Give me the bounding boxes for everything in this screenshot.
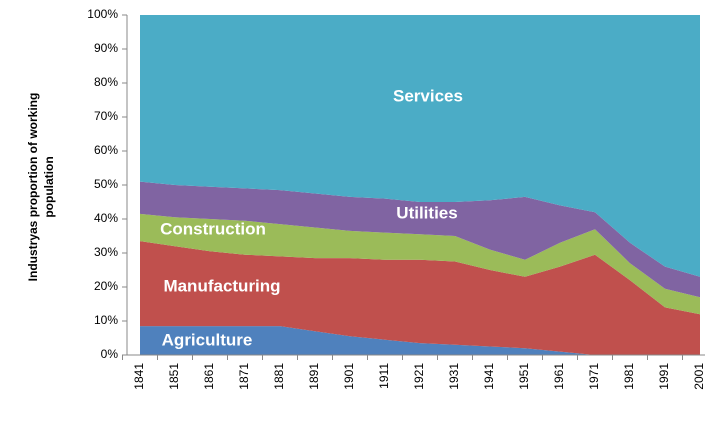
series-label: Services (393, 86, 463, 105)
x-tick-label: 1881 (272, 363, 286, 390)
x-tick-label: 1991 (657, 363, 671, 390)
y-tick-label: 30% (94, 245, 118, 259)
x-tick-label: 1931 (447, 363, 461, 390)
series-label: Utilities (396, 203, 457, 222)
y-tick-label: 90% (94, 41, 118, 55)
x-tick-label: 1951 (517, 363, 531, 390)
y-tick-label: 50% (94, 177, 118, 191)
x-tick-label: 1901 (342, 363, 356, 390)
y-tick-label: 0% (101, 347, 119, 361)
y-tick-label: 20% (94, 279, 118, 293)
y-tick-label: 100% (87, 7, 118, 21)
series-label: Agriculture (162, 330, 253, 349)
x-tick-label: 1891 (307, 363, 321, 390)
x-tick-label: 1911 (377, 363, 391, 389)
area (140, 213, 700, 315)
x-tick-label: 1971 (587, 363, 601, 390)
area (140, 181, 700, 298)
area (140, 15, 700, 277)
x-tick-label: 1961 (552, 363, 566, 390)
x-tick-label: 1941 (482, 363, 496, 390)
series-label: Manufacturing (163, 276, 280, 295)
series-label: Construction (160, 219, 266, 238)
x-tick-label: 1871 (237, 363, 251, 390)
x-tick-label: 2001 (692, 363, 705, 390)
x-tick-label: 1921 (412, 363, 426, 390)
x-tick-label: 1981 (622, 363, 636, 390)
x-tick-label: 1861 (202, 363, 216, 390)
y-tick-label: 40% (94, 211, 118, 225)
y-axis-title-line: population (42, 156, 56, 217)
y-tick-label: 70% (94, 109, 118, 123)
y-tick-label: 80% (94, 75, 118, 89)
y-tick-label: 60% (94, 143, 118, 157)
y-axis-title: Industryas proportion of working populat… (26, 93, 56, 282)
area (140, 326, 700, 355)
x-tick-label: 1851 (167, 363, 181, 390)
area (140, 241, 700, 355)
y-axis-title-line: Industryas proportion of working (26, 93, 40, 282)
x-tick-label: 1841 (132, 363, 146, 390)
y-tick-label: 10% (94, 313, 118, 327)
